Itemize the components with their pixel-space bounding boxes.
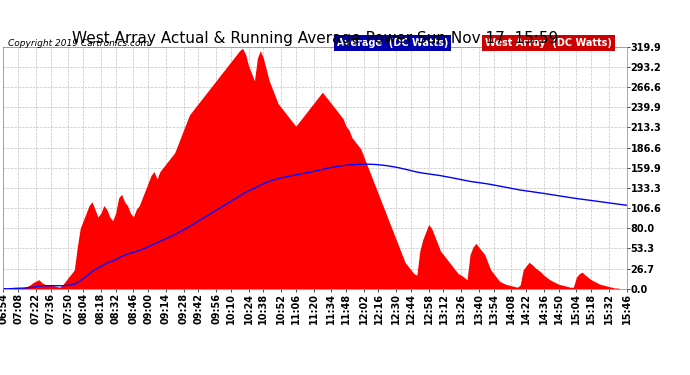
- Text: Average  (DC Watts): Average (DC Watts): [337, 38, 448, 48]
- Text: Copyright 2019 Cartronics.com: Copyright 2019 Cartronics.com: [8, 39, 150, 48]
- Title: West Array Actual & Running Average Power Sun Nov 17  15:59: West Array Actual & Running Average Powe…: [72, 31, 558, 46]
- Text: West Array  (DC Watts): West Array (DC Watts): [485, 38, 612, 48]
